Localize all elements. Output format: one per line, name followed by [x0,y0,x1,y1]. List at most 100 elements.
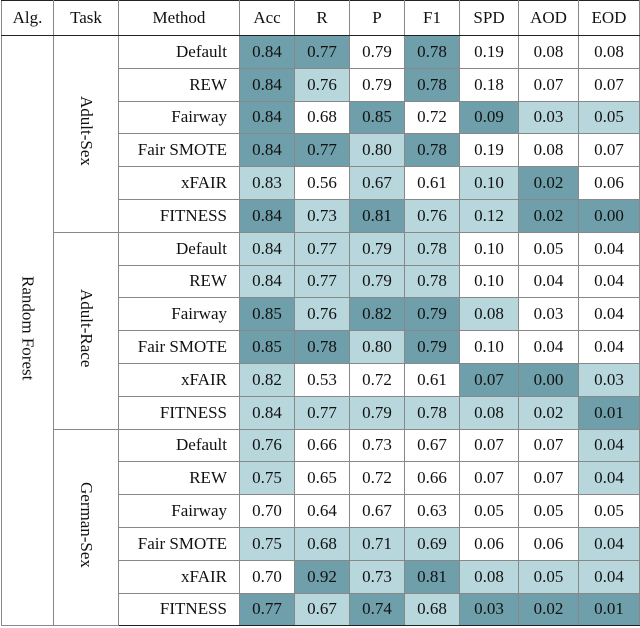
value-cell: 0.85 [239,330,295,364]
value-cell: 0.07 [459,461,519,496]
value-cell: 0.67 [404,428,460,463]
value-cell: 0.72 [349,362,405,397]
value-cell: 0.03 [518,297,579,332]
value-cell: 0.08 [578,35,640,69]
table-row: REW 0.84 0.76 0.79 0.78 0.18 0.07 0.07 [2,67,640,102]
value-cell: 0.08 [459,297,519,332]
value-cell: 0.56 [294,166,350,200]
value-cell: 0.79 [349,231,405,266]
value-cell: 0.70 [239,559,295,594]
table-row: Fairway 0.85 0.76 0.82 0.79 0.08 0.03 0.04 [2,297,640,332]
value-cell: 0.64 [294,494,350,528]
value-cell: 0.73 [349,559,405,594]
table-row: Fairway 0.84 0.68 0.85 0.72 0.09 0.03 0.05 [2,100,640,135]
value-cell: 0.79 [349,35,405,69]
value-cell: 0.83 [239,166,295,200]
value-cell: 0.07 [518,461,579,496]
value-cell: 0.05 [459,494,519,528]
value-cell: 0.04 [578,461,640,496]
header-cell: R [294,0,350,36]
value-cell: 0.77 [294,231,350,266]
value-cell: 0.07 [518,67,579,102]
value-cell: 0.10 [459,166,519,200]
value-cell: 0.78 [404,231,460,266]
value-cell: 0.04 [578,559,640,594]
value-cell: 0.67 [294,592,350,627]
value-cell: 0.61 [404,166,460,200]
value-cell: 0.08 [518,133,579,168]
table-row: Fairway 0.70 0.64 0.67 0.63 0.05 0.05 0.05 [2,494,640,528]
value-cell: 0.79 [349,67,405,102]
method-cell: Default [118,428,240,463]
value-cell: 0.84 [239,35,295,69]
value-cell: 0.68 [404,592,460,627]
value-cell: 0.84 [239,100,295,135]
value-cell: 0.71 [349,526,405,561]
value-cell: 0.78 [404,67,460,102]
header-cell: Alg. [1,0,54,36]
value-cell: 0.84 [239,133,295,168]
value-cell: 0.70 [239,494,295,528]
value-cell: 0.75 [239,526,295,561]
value-cell: 0.04 [578,330,640,364]
value-cell: 0.02 [518,166,579,200]
value-cell: 0.76 [294,67,350,102]
value-cell: 0.66 [404,461,460,496]
header-row: Alg. Task Method Acc R P F1 SPD AOD EOD [1,0,640,36]
value-cell: 0.53 [294,362,350,397]
value-cell: 0.10 [459,231,519,266]
method-cell: xFAIR [118,559,240,594]
value-cell: 0.77 [239,592,295,627]
value-cell: 0.07 [459,362,519,397]
table-row: REW 0.84 0.77 0.79 0.78 0.10 0.04 0.04 [2,264,640,299]
value-cell: 0.79 [404,330,460,364]
task-label: Adult-Sex [77,96,96,167]
table-row: Random Forest Adult-Sex Default 0.84 0.77 0.7… [1,34,640,627]
value-cell: 0.04 [578,297,640,332]
header-cell: Task [53,0,119,36]
header-cell: P [349,0,405,36]
method-cell: xFAIR [118,362,240,397]
value-cell: 0.78 [404,264,460,299]
value-cell: 0.01 [578,592,640,627]
value-cell: 0.84 [239,67,295,102]
value-cell: 0.04 [578,264,640,299]
value-cell: 0.82 [239,362,295,397]
header-cell: AOD [518,0,579,36]
value-cell: 0.79 [349,264,405,299]
header-cell: SPD [459,0,519,36]
algorithm-cell: Random Forest [1,34,54,627]
value-cell: 0.09 [459,100,519,135]
value-cell: 0.04 [518,330,579,364]
header-cell: Acc [239,0,295,36]
value-cell: 0.81 [404,559,460,594]
value-cell: 0.84 [239,231,295,266]
value-cell: 0.79 [349,395,405,430]
method-cell: Fairway [118,297,240,332]
value-cell: 0.04 [578,428,640,463]
header-cell: Method [118,0,240,36]
value-cell: 0.05 [518,559,579,594]
value-cell: 0.05 [518,494,579,528]
table-row: xFAIR 0.82 0.53 0.72 0.61 0.07 0.00 0.03 [2,362,640,397]
value-cell: 0.77 [294,264,350,299]
value-cell: 0.19 [459,35,519,69]
value-cell: 0.84 [239,264,295,299]
method-cell: Fairway [118,494,240,528]
value-cell: 0.73 [294,198,350,233]
value-cell: 0.72 [404,100,460,135]
table-row: Fair SMOTE 0.85 0.78 0.80 0.79 0.10 0.04 0.04 [2,330,640,364]
method-cell: Fairway [118,100,240,135]
table-row: FITNESS 0.77 0.67 0.74 0.68 0.03 0.02 0.01 [2,592,640,627]
value-cell: 0.77 [294,395,350,430]
method-cell: REW [118,264,240,299]
method-cell: Fair SMOTE [118,133,240,168]
method-cell: REW [118,461,240,496]
value-cell: 0.76 [239,428,295,463]
task-label: German-Sex [77,481,96,568]
value-cell: 0.07 [578,133,640,168]
value-cell: 0.02 [518,592,579,627]
value-cell: 0.85 [239,297,295,332]
value-cell: 0.00 [518,362,579,397]
